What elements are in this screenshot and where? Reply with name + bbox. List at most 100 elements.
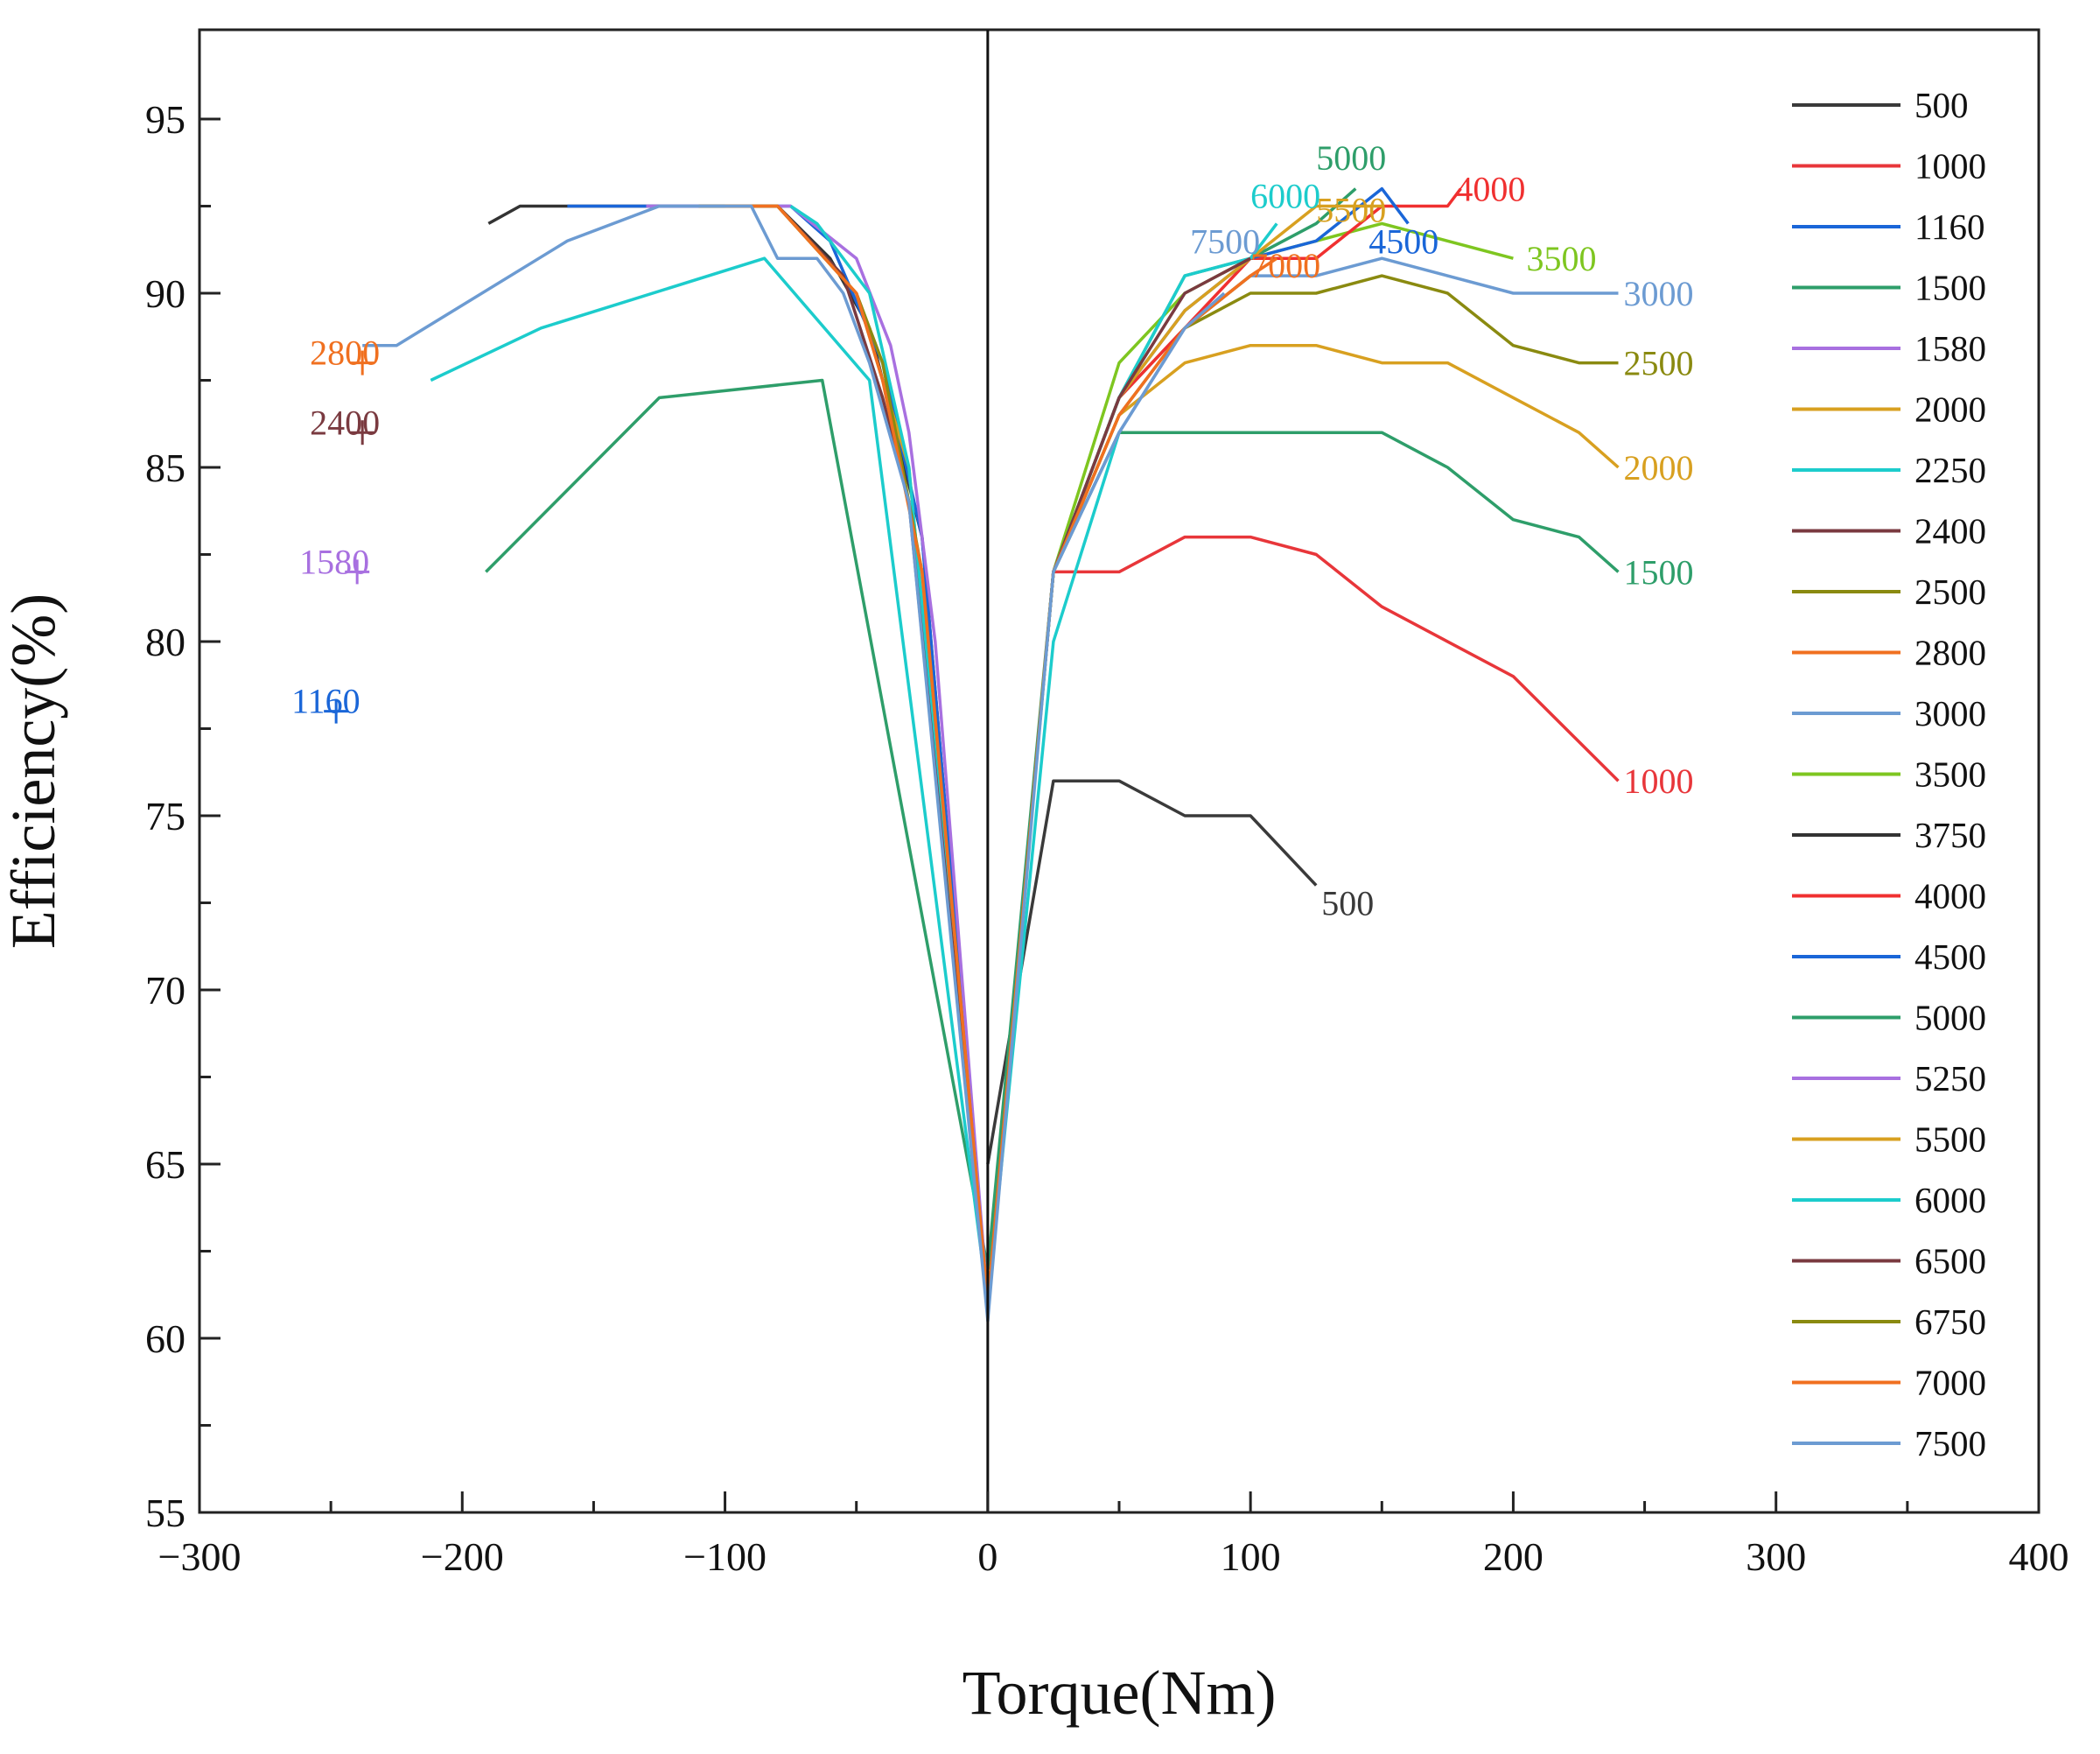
y-tick-label: 55 (145, 1491, 186, 1535)
legend-label: 4000 (1914, 876, 1986, 916)
annotation-2800: 2800 (310, 333, 380, 373)
legend-entry: 2500 (1792, 572, 1986, 612)
annotation-3000: 3000 (1624, 274, 1694, 313)
y-tick-label: 65 (145, 1142, 186, 1187)
annotation-6000: 6000 (1250, 177, 1320, 216)
annotation-4500: 4500 (1368, 221, 1438, 261)
legend-entry: 1160 (1792, 207, 1984, 247)
legend-label: 6750 (1914, 1301, 1986, 1342)
series-marker-2800 (350, 350, 375, 375)
legend-entry: 3500 (1792, 754, 1986, 795)
legend-entry: 5500 (1792, 1119, 1986, 1160)
legend-entry: 2400 (1792, 511, 1986, 551)
x-tick-label: 200 (1483, 1534, 1544, 1579)
x-tick-label: 300 (1746, 1534, 1806, 1579)
y-tick-label: 60 (145, 1316, 186, 1361)
legend: 500 1000 1160 1500 1580 2000 2250 2400 2500 2800 3… (1792, 85, 1986, 1463)
legend-label: 2500 (1914, 572, 1986, 612)
legend-label: 5250 (1914, 1058, 1986, 1098)
series-marker-1160 (324, 698, 349, 724)
annotation-2000: 2000 (1624, 448, 1694, 488)
legend-entry: 4500 (1792, 937, 1986, 977)
series-marker-2400 (350, 420, 375, 446)
legend-label: 6500 (1914, 1241, 1986, 1281)
legend-entry: 500 (1792, 85, 1969, 125)
legend-label: 5000 (1914, 998, 1986, 1038)
legend-entry: 4000 (1792, 876, 1986, 916)
annotation-5000: 5000 (1316, 138, 1386, 178)
legend-entry: 2250 (1792, 450, 1986, 490)
legend-label: 3500 (1914, 754, 1986, 795)
annotation-1160: 1160 (291, 682, 360, 721)
x-tick-label: 100 (1221, 1534, 1281, 1579)
series-line-500 (986, 779, 1318, 1165)
annotation-500: 500 (1321, 884, 1374, 923)
legend-label: 2800 (1914, 633, 1986, 673)
x-tick-label: 400 (2009, 1534, 2069, 1579)
legend-entry: 1580 (1792, 328, 1986, 368)
legend-entry: 5250 (1792, 1058, 1986, 1098)
legend-entry: 1000 (1792, 146, 1986, 186)
y-tick-label: 90 (145, 271, 186, 316)
legend-label: 1500 (1914, 268, 1986, 308)
y-tick-label: 95 (145, 97, 186, 142)
legend-label: 6000 (1914, 1180, 1986, 1220)
y-tick-label: 70 (145, 968, 186, 1013)
legend-label: 2000 (1914, 389, 1986, 430)
series-line-4000 (986, 187, 1462, 1304)
annotation-1500: 1500 (1624, 552, 1694, 592)
legend-entry: 7500 (1792, 1423, 1986, 1463)
annotation-1000: 1000 (1624, 761, 1694, 801)
plus-markers (324, 350, 375, 724)
plot-lines (362, 186, 1620, 1323)
y-tick-label: 80 (145, 620, 186, 664)
series-line-5500 (724, 204, 1382, 1305)
legend-label: 1160 (1914, 207, 1984, 247)
legend-entry: 5000 (1792, 998, 1986, 1038)
series-line-1000 (1053, 535, 1620, 782)
legend-entry: 6500 (1792, 1241, 1986, 1281)
x-tick-label: −200 (421, 1534, 504, 1579)
y-axis-ticks: 55 60 65 70 75 80 85 90 95 (145, 97, 220, 1535)
series-line-1500 (485, 378, 1620, 1271)
series-line-6000 (789, 205, 1278, 1305)
legend-label: 7000 (1914, 1363, 1986, 1403)
legend-label: 2250 (1914, 450, 1986, 490)
series-line-3500 (986, 221, 1514, 1304)
legend-label: 2400 (1914, 511, 1986, 551)
x-tick-label: −100 (683, 1534, 766, 1579)
legend-label: 5500 (1914, 1119, 1986, 1160)
legend-label: 3000 (1914, 693, 1986, 733)
x-tick-label: −300 (158, 1534, 242, 1579)
annotation-3500: 3500 (1526, 239, 1596, 278)
series-line-2500 (986, 274, 1619, 1304)
legend-entry: 2800 (1792, 633, 1986, 673)
legend-entry: 3750 (1792, 815, 1986, 855)
x-axis-ticks: −300 −200 −100 0 100 200 300 400 (158, 1491, 2069, 1579)
series-line-2250 (430, 256, 1121, 1305)
annotation-1580: 1580 (299, 542, 369, 581)
legend-entry: 6750 (1792, 1301, 1986, 1342)
legend-entry: 2000 (1792, 389, 1986, 430)
annotation-4000: 4000 (1455, 170, 1525, 209)
legend-entry: 6000 (1792, 1180, 1986, 1220)
legend-entry: 3000 (1792, 693, 1986, 733)
series-marker-1580 (345, 559, 370, 585)
legend-label: 7500 (1914, 1423, 1986, 1463)
y-axis-title: Efficiency(%) (0, 593, 68, 949)
legend-label: 1580 (1914, 328, 1986, 368)
annotation-7500: 7500 (1190, 221, 1260, 261)
annotation-2500: 2500 (1624, 344, 1694, 383)
x-tick-label: 0 (977, 1534, 998, 1579)
annotation-5500: 5500 (1316, 190, 1386, 229)
legend-entry: 7000 (1792, 1363, 1986, 1403)
legend-label: 1000 (1914, 146, 1986, 186)
annotation-7000: 7000 (1250, 246, 1320, 285)
plot-frame (198, 28, 2040, 1514)
series-line-3750 (487, 204, 990, 1304)
series-line-7500 (362, 204, 1226, 1323)
y-tick-label: 85 (145, 446, 186, 490)
x-axis-title: Torque(Nm) (962, 1658, 1277, 1728)
